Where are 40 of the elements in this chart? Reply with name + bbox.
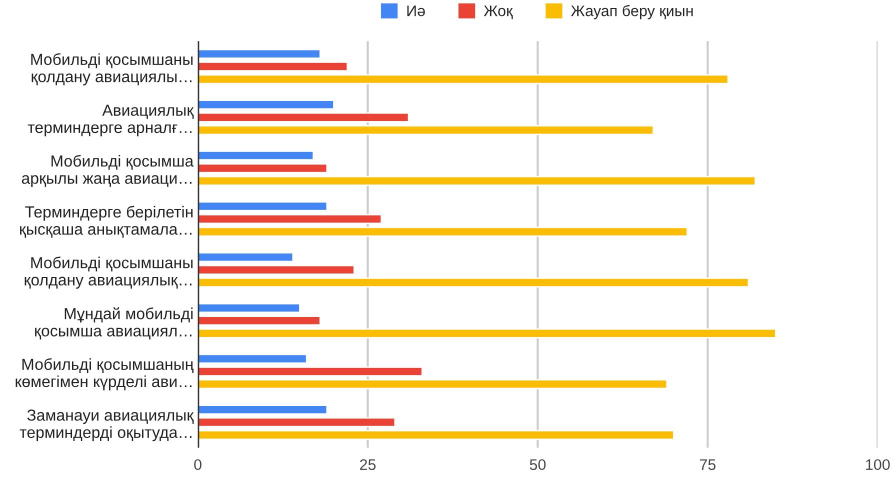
bar — [198, 430, 674, 440]
bar — [198, 328, 776, 338]
bar — [198, 125, 654, 136]
x-tick-label: 0 — [194, 459, 202, 470]
bar — [198, 379, 668, 390]
bar — [198, 316, 321, 326]
bar — [198, 100, 334, 110]
y-tick-label: Мобильді қосымшаның көмегімен күрделі ави… — [16, 358, 194, 390]
bar — [198, 278, 750, 288]
y-tick-label: Мобильді қосымшаны қолдану авиациялық… — [24, 256, 193, 289]
y-tick-label: Терминдерге берілетін қысқаша анықтамала… — [20, 206, 193, 238]
x-tick-label: 75 — [700, 459, 716, 470]
x-tick-label: 100 — [866, 459, 890, 470]
bar — [198, 214, 382, 224]
bar — [198, 354, 308, 364]
legend-label: Жауап беру қиын — [571, 4, 693, 20]
y-tick-label: Заманауи авиациялық терминдерді оқытуда… — [20, 409, 194, 442]
bar — [198, 404, 328, 415]
y-tick-label: Мобильді қосымша арқылы жаңа авиаци… — [22, 154, 194, 188]
bar — [198, 163, 328, 174]
bar — [198, 48, 321, 59]
legend-label: Иә — [407, 6, 425, 16]
bar — [198, 366, 423, 376]
bar — [198, 252, 294, 262]
bar — [198, 201, 328, 212]
bar — [198, 74, 729, 84]
legend-label: Жоқ — [484, 6, 513, 20]
bar — [198, 150, 314, 160]
bar — [198, 112, 410, 122]
bar — [198, 176, 756, 186]
bar — [198, 417, 396, 428]
bar — [198, 302, 300, 313]
x-tick-label: 50 — [530, 459, 546, 470]
y-tick-label: Мұндай мобильді қосымша авиациял… — [35, 307, 193, 340]
bar — [198, 226, 688, 237]
bar — [198, 62, 348, 72]
x-tick-label: 25 — [360, 459, 376, 470]
y-tick-label: Авиациялық терминдерге арналғ… — [28, 104, 194, 136]
y-tick-label: Мобильді қосымшаны қолдану авиациялы… — [31, 53, 193, 86]
bar — [198, 264, 355, 275]
